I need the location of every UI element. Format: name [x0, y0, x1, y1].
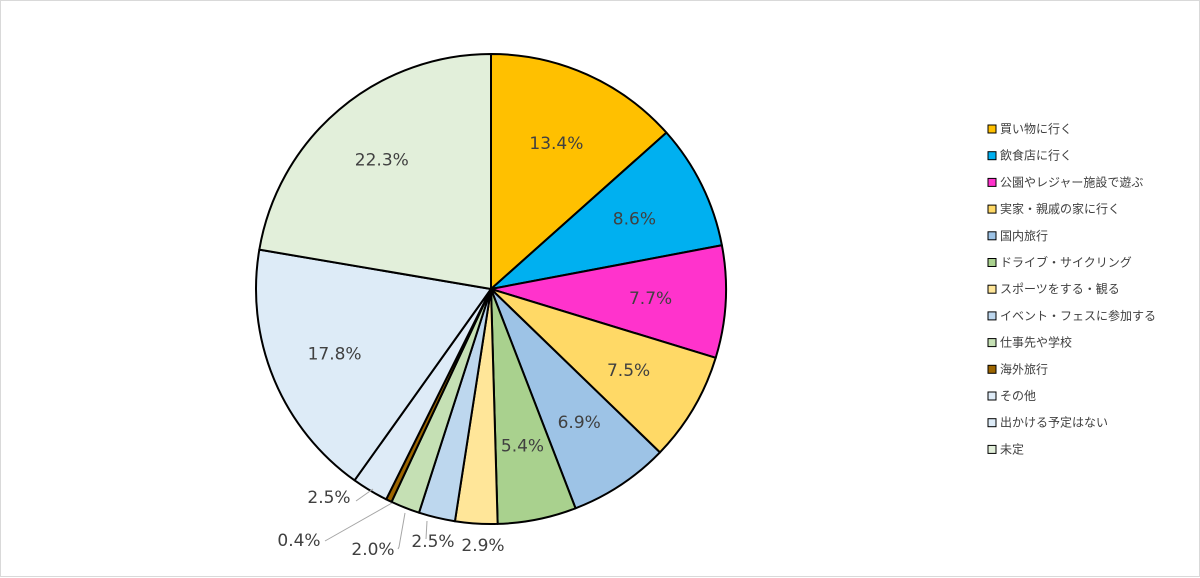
- legend-item: 海外旅行: [987, 361, 1048, 376]
- data-label-5: 6.9%: [558, 413, 601, 433]
- leader-lines: [324, 488, 428, 550]
- pie-slice-1: [490, 53, 668, 290]
- legend-item: スポーツをする・観る: [987, 282, 1120, 296]
- legend-label: スポーツをする・観る: [1000, 282, 1120, 296]
- pie-slice-12: [255, 248, 492, 482]
- legend-swatch: [987, 124, 997, 134]
- legend-swatch: [987, 391, 997, 401]
- data-label-8: 2.5%: [411, 532, 454, 552]
- pie-slice-4: [490, 288, 717, 454]
- legend-label: 仕事先や学校: [1000, 335, 1072, 350]
- data-label-9: 2.0%: [351, 540, 394, 560]
- legend-swatch: [987, 204, 997, 214]
- data-label-6: 5.4%: [501, 437, 544, 457]
- data-label-4: 7.5%: [607, 361, 650, 381]
- legend-label: ドライブ・サイクリング: [1000, 255, 1132, 270]
- legend-label: 公園やレジャー施設で遊ぶ: [1000, 174, 1143, 189]
- leader-line-8: [425, 520, 428, 540]
- legend-swatch: [987, 418, 997, 428]
- legend-swatch: [987, 311, 997, 321]
- pie-slice-13: [258, 53, 492, 290]
- legend-swatch: [987, 364, 997, 374]
- data-label-1: 13.4%: [529, 134, 583, 154]
- legend-swatch: [987, 151, 997, 161]
- legend-item: 出かける予定はない: [987, 415, 1108, 430]
- pie-slice-2: [490, 131, 723, 290]
- data-label-10: 0.4%: [277, 531, 320, 551]
- legend-label: 海外旅行: [1000, 361, 1048, 376]
- legend-label: 買い物に行く: [1000, 122, 1072, 136]
- legend: 買い物に行く飲食店に行く公園やレジャー施設で遊ぶ実家・親戚の家に行く国内旅行ドラ…: [987, 122, 1156, 456]
- data-label-7: 2.9%: [461, 536, 504, 556]
- legend-item: 国内旅行: [987, 229, 1048, 243]
- leader-line-10: [324, 502, 393, 542]
- data-label-13: 22.3%: [355, 151, 409, 171]
- legend-item: 買い物に行く: [987, 122, 1072, 136]
- leader-line-9: [397, 512, 406, 550]
- data-label-11: 2.5%: [307, 488, 350, 508]
- legend-item: 実家・親戚の家に行く: [987, 201, 1120, 216]
- legend-label: 実家・親戚の家に行く: [1000, 201, 1120, 216]
- legend-item: イベント・フェスに参加する: [987, 308, 1156, 323]
- legend-label: 飲食店に行く: [1000, 148, 1072, 163]
- legend-swatch: [987, 258, 997, 267]
- legend-item: 公園やレジャー施設で遊ぶ: [987, 174, 1143, 189]
- pie-slices: [255, 53, 727, 525]
- legend-item: その他: [987, 389, 1036, 403]
- legend-swatch: [987, 177, 997, 187]
- legend-swatch: [987, 284, 997, 294]
- legend-swatch: [987, 444, 997, 454]
- pie-slice-3: [490, 244, 727, 359]
- legend-label: その他: [1000, 389, 1036, 403]
- data-labels: 13.4% 8.6% 7.7% 7.5% 6.9% 5.4% 2.9% 2.5% 2.0% 0.4…: [277, 134, 672, 560]
- legend-swatch: [987, 231, 997, 241]
- legend-item: ドライブ・サイクリング: [987, 255, 1132, 270]
- legend-label: イベント・フェスに参加する: [1000, 308, 1156, 323]
- leader-line-11: [355, 488, 374, 502]
- data-label-3: 7.7%: [629, 289, 672, 309]
- legend-label: 未定: [1000, 441, 1024, 456]
- legend-swatch: [987, 338, 997, 348]
- legend-item: 仕事先や学校: [987, 335, 1072, 350]
- legend-item: 未定: [987, 441, 1024, 456]
- legend-item: 飲食店に行く: [987, 148, 1072, 163]
- legend-label: 国内旅行: [1000, 229, 1048, 243]
- data-label-12: 17.8%: [308, 345, 362, 365]
- legend-label: 出かける予定はない: [1000, 415, 1108, 430]
- data-label-2: 8.6%: [613, 209, 656, 229]
